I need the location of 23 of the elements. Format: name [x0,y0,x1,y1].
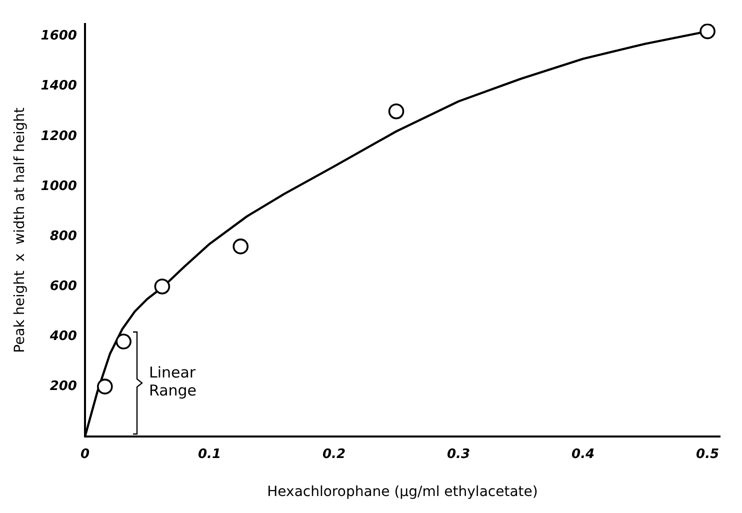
x-tick-label: 0.3 [447,446,470,462]
point [388,103,404,120]
y-tick-label: 600 [50,278,77,294]
x-tick-label: 0.4 [572,446,595,462]
point [97,378,113,394]
y-tick-label: 1200 [40,128,77,144]
point [232,238,249,254]
y-tick-label: 200 [50,378,77,394]
point [116,334,132,350]
y-tick-label: 1400 [40,78,77,94]
y-tick-label: 1600 [40,28,77,44]
x-tick-label: 0 [80,446,90,462]
point [154,278,170,294]
y-tick-label: 400 [48,328,77,344]
x-axis-title: Hexachlorophane (µg/ml ethylacetate) [267,484,538,500]
y-tick-label: 800 [50,228,77,244]
y-tick-label: 1000 [40,178,77,194]
point [700,24,716,40]
y-axis-title: Peak height x width at half height [12,107,28,353]
x-tick-label: 0.5 [696,446,720,462]
x-tick-label: 0.2 [322,446,346,462]
annotation: Linear Range [148,363,197,400]
x-tick-label: 0.1 [198,446,222,462]
